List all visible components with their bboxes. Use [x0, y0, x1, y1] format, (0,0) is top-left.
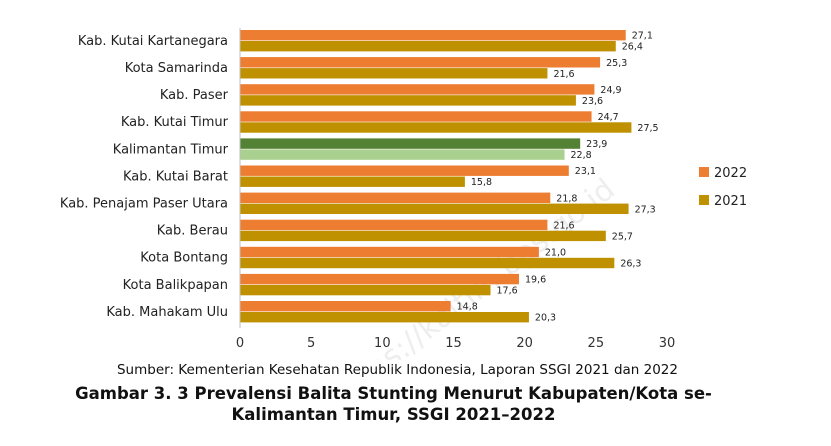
bar-2022 [240, 219, 548, 231]
bar-2022 [240, 301, 451, 312]
legend-label-2021: 2021 [714, 194, 747, 209]
category-label: Kalimantan Timur [113, 142, 229, 157]
bar-2021 [240, 95, 576, 106]
x-tick-label: 15 [445, 336, 462, 351]
data-label-2022: 14,8 [457, 302, 478, 313]
data-label-2021: 22,8 [571, 150, 592, 161]
figure-title-line-1: Gambar 3. 3 Prevalensi Balita Stunting M… [75, 384, 712, 403]
bar-2021 [240, 149, 565, 160]
x-tick-label: 0 [236, 336, 244, 351]
data-label-2022: 27,1 [632, 31, 653, 42]
category-label: Kab. Kutai Timur [121, 115, 229, 130]
bar-2021 [240, 176, 465, 187]
bar-2021 [240, 230, 606, 242]
data-label-2022: 24,7 [598, 112, 619, 123]
data-label-2021: 20,3 [535, 313, 556, 324]
data-label-2021: 23,6 [582, 96, 603, 107]
data-label-2021: 26,3 [620, 259, 641, 270]
bar-2021 [240, 68, 548, 79]
bar-2022 [240, 84, 595, 95]
category-label: Kab. Kutai Barat [123, 169, 228, 184]
data-label-2022: 19,6 [525, 275, 546, 286]
category-label: Kab. Penajam Paser Utara [60, 197, 228, 212]
bar-2021 [240, 41, 616, 52]
bar-2021 [240, 122, 632, 133]
legend-swatch-2022 [699, 167, 709, 177]
data-label-2021: 21,6 [553, 69, 574, 80]
x-tick-label: 5 [307, 336, 315, 351]
category-label: Kab. Paser [160, 88, 229, 103]
figure-title-line-2: Kalimantan Timur, SSGI 2021–2022 [231, 405, 556, 424]
data-label-2021: 27,3 [635, 204, 656, 215]
data-label-2021: 25,7 [612, 231, 633, 242]
bar-2022 [240, 111, 592, 122]
data-label-2022: 23,1 [575, 166, 596, 177]
bar-2022 [240, 192, 551, 203]
data-label-2021: 26,4 [622, 42, 643, 53]
bar-2021 [240, 284, 491, 296]
figure-title: Gambar 3. 3 Prevalensi Balita Stunting M… [0, 383, 809, 425]
bar-2021 [240, 203, 629, 214]
category-label: Kota Samarinda [125, 61, 228, 76]
bar-2022 [240, 165, 569, 176]
bar-2022 [240, 246, 539, 258]
category-label: Kota Bontang [140, 251, 228, 266]
data-label-2021: 27,5 [637, 123, 658, 134]
legend-label-2022: 2022 [714, 166, 747, 181]
data-label-2021: 17,6 [497, 286, 518, 297]
data-label-2022: 21,6 [553, 220, 574, 231]
x-tick-label: 20 [516, 336, 533, 351]
chart-source: Sumber: Kementerian Kesehatan Republik I… [116, 362, 678, 378]
legend-swatch-2021 [699, 195, 709, 205]
bar-chart: https://kaltim.bps.go.idKab. Kutai Karta… [60, 28, 747, 360]
bar-2022 [240, 30, 626, 41]
category-label: Kota Balikpapan [123, 278, 228, 293]
x-tick-label: 25 [588, 336, 605, 351]
bar-2021 [240, 312, 529, 323]
category-label: Kab. Mahakam Ulu [106, 305, 228, 320]
category-label: Kab. Kutai Kartanegara [78, 34, 228, 49]
data-label-2022: 25,3 [606, 58, 627, 69]
data-label-2022: 23,9 [586, 139, 607, 150]
data-label-2022: 24,9 [600, 85, 621, 96]
bar-2021 [240, 257, 615, 269]
data-label-2022: 21,0 [545, 248, 566, 259]
category-label: Kab. Berau [157, 224, 228, 239]
data-label-2022: 21,8 [556, 193, 577, 204]
bar-2022 [240, 138, 581, 149]
data-label-2021: 15,8 [471, 177, 492, 188]
x-tick-label: 30 [659, 336, 676, 351]
x-tick-label: 10 [374, 336, 391, 351]
bar-2022 [240, 273, 519, 285]
bar-2022 [240, 57, 601, 68]
